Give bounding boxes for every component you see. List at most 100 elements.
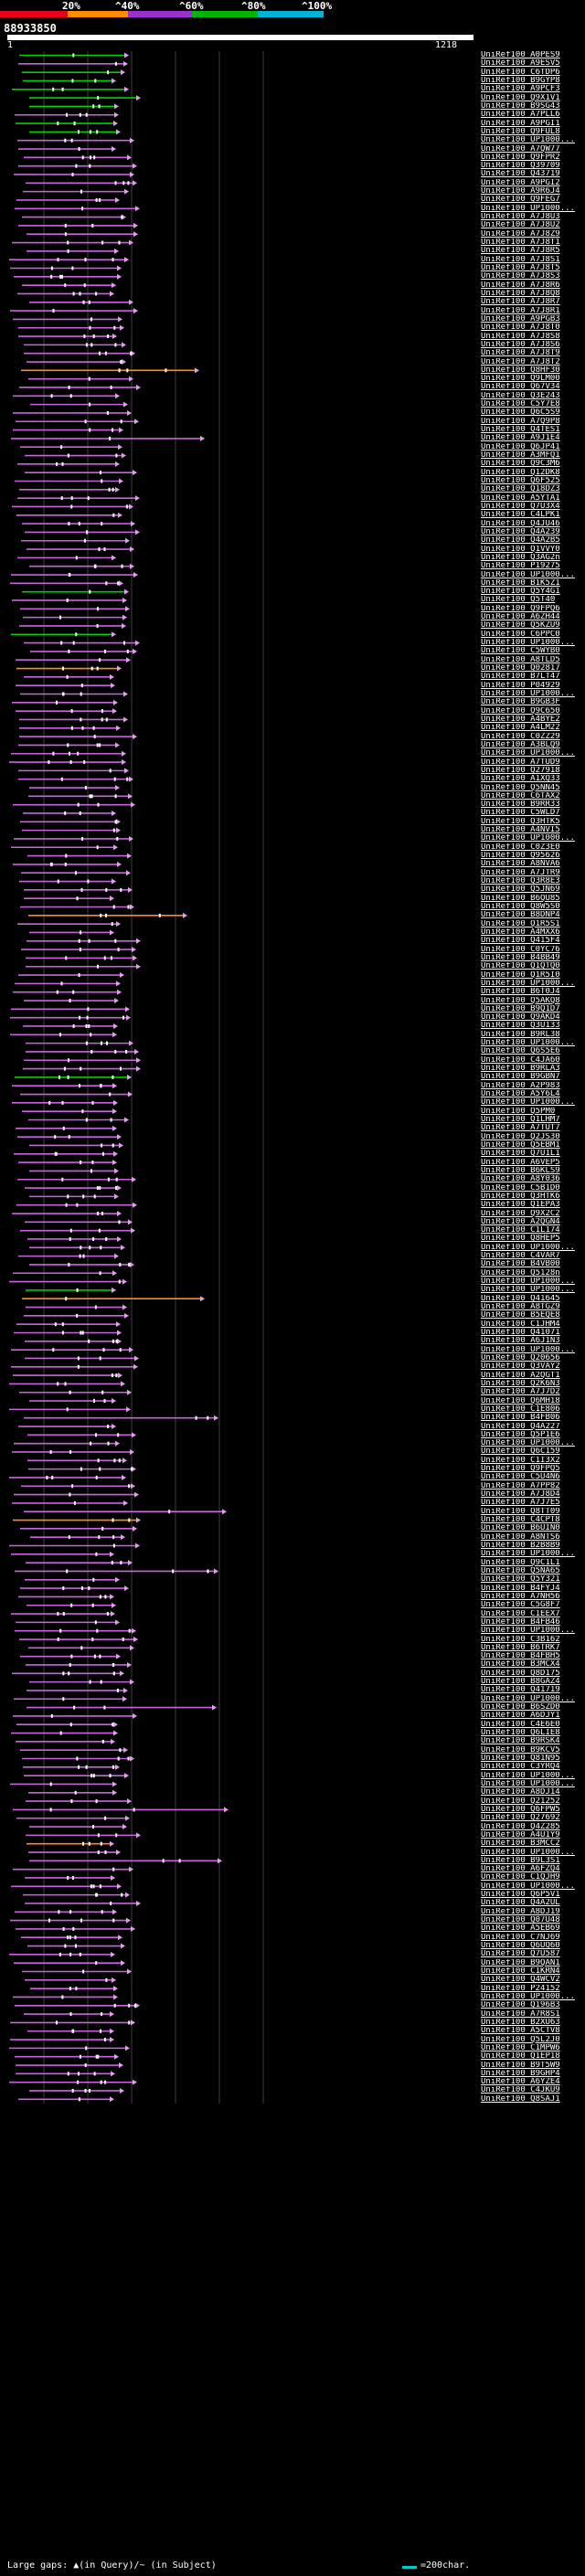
hit-label[interactable]: UniRef100_Q415F4 <box>481 937 560 946</box>
hit-label[interactable]: UniRef100_A7Q9P8 <box>481 417 560 426</box>
hit-label[interactable]: UniRef100_B6SZD0 <box>481 1703 560 1712</box>
hit-label[interactable]: UniRef100_A1XQ33 <box>481 775 560 784</box>
hit-label[interactable]: UniRef100_A7J8U2 <box>481 221 560 230</box>
hit-label[interactable]: UniRef100_Q20656 <box>481 1353 560 1362</box>
hit-label[interactable]: UniRef100_A5YTA1 <box>481 493 560 503</box>
hit-label[interactable]: UniRef100_A9PGI1 <box>481 119 560 128</box>
hit-label[interactable]: UniRef100_A7J8T9 <box>481 349 560 358</box>
hit-label[interactable]: UniRef100_B6T0J4 <box>481 988 560 997</box>
hit-label[interactable]: UniRef100_C1KRN4 <box>481 1967 560 1976</box>
hit-label[interactable]: UniRef100_Q41719 <box>481 1686 560 1695</box>
hit-label[interactable]: UniRef100_B3MCC2 <box>481 1839 560 1849</box>
hit-label[interactable]: UniRef100_Q3HTK6 <box>481 1192 560 1201</box>
hit-label[interactable]: UniRef100_Q9FPR2 <box>481 153 560 162</box>
hit-label[interactable]: UniRef100_Q1VVY0 <box>481 545 560 554</box>
hit-label[interactable]: UniRef100_A7J8R7 <box>481 298 560 307</box>
hit-label[interactable]: UniRef100_Q8W5S0 <box>481 903 560 911</box>
hit-label[interactable]: UniRef100_A7PLL6 <box>481 111 560 120</box>
hit-label[interactable]: UniRef100_A7J8Z9 <box>481 229 560 239</box>
hit-label[interactable]: UniRef100_UP1000... <box>481 1039 575 1048</box>
hit-label[interactable]: UniRef100_Q9C1L1 <box>481 1558 560 1567</box>
hit-label[interactable]: UniRef100_UP1000... <box>481 690 575 698</box>
hit-label[interactable]: UniRef100_A4BYE2 <box>481 715 560 724</box>
hit-label[interactable]: UniRef100_A7J8R5 <box>481 247 560 256</box>
hit-label[interactable]: UniRef100_Q9AKD4 <box>481 1013 560 1023</box>
hit-label[interactable]: UniRef100_A8NTS6 <box>481 1532 560 1542</box>
hit-label[interactable]: UniRef100_Q3AG2n <box>481 553 560 562</box>
hit-label[interactable]: UniRef100_Q9C650 <box>481 706 560 716</box>
hit-label[interactable]: UniRef100_Q27918 <box>481 766 560 775</box>
hit-label[interactable]: UniRef100_Q07U48 <box>481 1916 560 1925</box>
hit-label[interactable]: UniRef100_UP1000... <box>481 979 575 988</box>
hit-label[interactable]: UniRef100_A4MXX6 <box>481 928 560 937</box>
hit-label[interactable]: UniRef100_Q9FUL8 <box>481 127 560 136</box>
hit-label[interactable]: UniRef100_C0YC76 <box>481 945 560 954</box>
hit-label[interactable]: UniRef100_A7J8S6 <box>481 340 560 349</box>
hit-label[interactable]: UniRef100_Q3E243 <box>481 391 560 400</box>
hit-label[interactable]: UniRef100_A8DJ14 <box>481 1788 560 1797</box>
hit-label[interactable]: UniRef100_Q5P1E6 <box>481 1430 560 1439</box>
hit-label[interactable]: UniRef100_Q5L2J0 <box>481 2035 560 2044</box>
hit-label[interactable]: UniRef100_Q6S5E6 <box>481 1047 560 1056</box>
hit-label[interactable]: UniRef100_A7J7D2 <box>481 1388 560 1397</box>
hit-label[interactable]: UniRef100_C4E6E0 <box>481 1720 560 1729</box>
hit-label[interactable]: UniRef100_Q5NA65 <box>481 1566 560 1575</box>
hit-label[interactable]: UniRef100_C5WLD7 <box>481 809 560 818</box>
hit-label[interactable]: UniRef100_Q6JP41 <box>481 442 560 451</box>
hit-label[interactable]: UniRef100_UP1000... <box>481 1345 575 1354</box>
hit-label[interactable]: UniRef100_A7NH56 <box>481 1592 560 1601</box>
hit-label[interactable]: UniRef100_Q1LHM7 <box>481 1116 560 1124</box>
hit-label[interactable]: UniRef100_UP1000... <box>481 1439 575 1448</box>
hit-label[interactable]: UniRef100_A9PGI2 <box>481 178 560 187</box>
hit-label[interactable]: UniRef100_Q8D175 <box>481 1669 560 1678</box>
hit-label[interactable]: UniRef100_UP1000... <box>481 1779 575 1788</box>
hit-label[interactable]: UniRef100_Q27692 <box>481 1814 560 1823</box>
hit-label[interactable]: UniRef100_B4BB49 <box>481 953 560 962</box>
hit-label[interactable]: UniRef100_C1I3X2 <box>481 1456 560 1465</box>
hit-label[interactable]: UniRef100_B9RLA3 <box>481 1065 560 1074</box>
hit-label[interactable]: UniRef100_Q1EP18 <box>481 2052 560 2062</box>
hit-label[interactable]: UniRef100_B8GAZ4 <box>481 1678 560 1687</box>
hit-label[interactable]: UniRef100_Q5NN45 <box>481 783 560 792</box>
hit-label[interactable]: UniRef100_C4JKU9 <box>481 2086 560 2095</box>
hit-label[interactable]: UniRef100_Q9X1V1 <box>481 93 560 102</box>
hit-label[interactable]: UniRef100_Q2JS30 <box>481 1132 560 1141</box>
hit-label[interactable]: UniRef100_Q9FPQ6 <box>481 604 560 613</box>
hit-label[interactable]: UniRef100_C0Z3E0 <box>481 843 560 852</box>
hit-label[interactable]: UniRef100_A8NVA6 <box>481 860 560 869</box>
hit-label[interactable]: UniRef100_B1K5Z1 <box>481 578 560 588</box>
hit-label[interactable]: UniRef100_B4FB06 <box>481 1414 560 1423</box>
hit-label[interactable]: UniRef100_B9T5W9 <box>481 2061 560 2070</box>
hit-label[interactable]: UniRef100_A6VEP5 <box>481 1158 560 1167</box>
hit-label[interactable]: UniRef100_P04929 <box>481 681 560 690</box>
hit-label[interactable]: UniRef100_B8DNP4 <box>481 911 560 920</box>
hit-label[interactable]: UniRef100_A7PP82 <box>481 1481 560 1490</box>
hit-label[interactable]: UniRef100_Q6UQ60 <box>481 1942 560 1951</box>
hit-label[interactable]: UniRef100_Q4TES1 <box>481 426 560 435</box>
hit-label[interactable]: UniRef100_UP1000... <box>481 1277 575 1287</box>
hit-label[interactable]: UniRef100_Q196B3 <box>481 2001 560 2010</box>
hit-label[interactable]: UniRef100_C1EEX7 <box>481 1609 560 1618</box>
hit-label[interactable]: UniRef100_A9R6J4 <box>481 187 560 196</box>
hit-label[interactable]: UniRef100_UP1000... <box>481 136 575 145</box>
hit-label[interactable]: UniRef100_B9QAN1 <box>481 1958 560 1967</box>
hit-label[interactable]: UniRef100_A5CTV8 <box>481 2027 560 2036</box>
hit-label[interactable]: UniRef100_A4LM22 <box>481 724 560 733</box>
hit-label[interactable]: UniRef100_UP1000... <box>481 1627 575 1636</box>
hit-label[interactable]: UniRef100_Q6MH18 <box>481 1396 560 1405</box>
hit-label[interactable]: UniRef100_Q6FPW5 <box>481 1805 560 1814</box>
hit-label[interactable]: UniRef100_Q6C5S9 <box>481 408 560 418</box>
hit-label[interactable]: UniRef100_Q4A227 <box>481 1422 560 1431</box>
hit-label[interactable]: UniRef100_A7QW77 <box>481 144 560 154</box>
hit-label[interactable]: UniRef100_Q5Y4G1 <box>481 588 560 597</box>
hit-label[interactable]: UniRef100_UP1000... <box>481 1286 575 1295</box>
hit-label[interactable]: UniRef100_A4U1Y9 <box>481 1830 560 1839</box>
hit-label[interactable]: UniRef100_Q6LIE8 <box>481 1729 560 1738</box>
hit-label[interactable]: UniRef100_B5EQE8 <box>481 1311 560 1320</box>
hit-label[interactable]: UniRef100_Q5PM0 <box>481 1107 556 1116</box>
hit-label[interactable]: UniRef100_A7J8U3 <box>481 213 560 222</box>
hit-label[interactable]: UniRef100_UP1000... <box>481 1882 575 1891</box>
hit-label[interactable]: UniRef100_P24152 <box>481 1984 560 1993</box>
hit-label[interactable]: UniRef100_A2P983 <box>481 1081 560 1090</box>
hit-label[interactable]: UniRef100_Q5JN69 <box>481 885 560 895</box>
